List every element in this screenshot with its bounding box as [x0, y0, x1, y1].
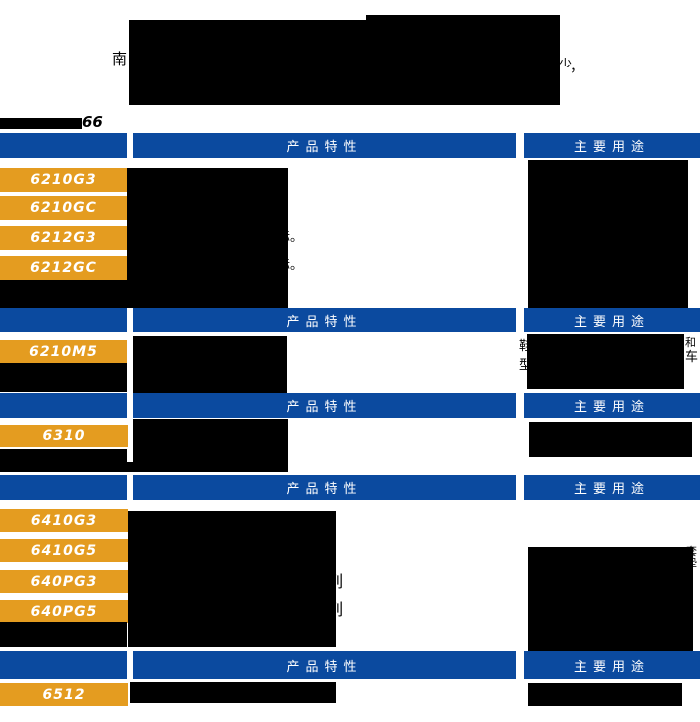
s1-uses-column-header: 主要用途 [524, 133, 700, 158]
s4-redacted-features-block [128, 511, 336, 647]
s2-redacted-grade-block [0, 363, 127, 392]
product-button-6210gc[interactable]: 6210GC [0, 196, 127, 220]
redacted-intro-block [129, 20, 560, 105]
product-button-6212gc[interactable]: 6212GC [0, 256, 127, 280]
product-button-6210g3[interactable]: 6210G3 [0, 168, 127, 192]
s2-features-column-header: 产品特性 [133, 308, 516, 332]
s5-features-column-header: 产品特性 [133, 651, 516, 679]
product-button-6512[interactable]: 6512 [0, 683, 128, 706]
s3-redacted-bridge-strip [0, 462, 288, 472]
s2-use-fragment-line1-end: 和 [685, 337, 696, 349]
s2-grade-column-header [0, 308, 127, 332]
s3-grade-column-header [0, 393, 127, 418]
s1-redacted-features-block [127, 168, 288, 308]
s1-features-column-header: 产品特性 [133, 133, 516, 158]
s4-features-column-header: 产品特性 [133, 475, 516, 500]
s1-redacted-grade-block [0, 280, 127, 308]
product-button-640pg3[interactable]: 640PG3 [0, 570, 128, 593]
contact-visible-text: 66 [82, 113, 103, 131]
product-button-6210m5[interactable]: 6210M5 [0, 340, 127, 363]
s2-redacted-uses-block [527, 334, 684, 389]
s5-redacted-uses-block [528, 683, 682, 706]
redacted-intro-strip [366, 15, 560, 21]
s2-redacted-features-block [133, 336, 287, 393]
intro-cut-character: 少 [559, 58, 572, 67]
product-button-6310[interactable]: 6310 [0, 425, 128, 447]
s1-grade-column-header [0, 133, 127, 158]
s5-uses-column-header: 主要用途 [524, 651, 700, 679]
product-button-640pg5[interactable]: 640PG5 [0, 600, 128, 623]
s5-grade-column-header [0, 651, 127, 679]
s4-uses-column-header: 主要用途 [524, 475, 700, 500]
product-button-6212g3[interactable]: 6212G3 [0, 226, 127, 250]
s3-features-column-header: 产品特性 [133, 393, 516, 418]
s3-redacted-uses-block [529, 422, 692, 457]
s3-uses-column-header: 主要用途 [524, 393, 700, 418]
product-button-6410g5[interactable]: 6410G5 [0, 539, 128, 562]
intro-visible-end-text: ， [570, 60, 584, 75]
s5-redacted-features-block [130, 682, 336, 703]
s4-grade-column-header [0, 475, 127, 500]
s4-redacted-grade-block [0, 622, 127, 647]
product-button-6410g3[interactable]: 6410G3 [0, 509, 128, 532]
intro-visible-start-text: 南 [112, 52, 128, 68]
redacted-contact-block [0, 118, 82, 129]
s2-uses-column-header: 主要用途 [524, 308, 700, 332]
s2-use-fragment-line2-end: 车 [685, 349, 699, 364]
s4-redacted-uses-block [528, 547, 693, 651]
s1-redacted-uses-block [528, 160, 688, 308]
